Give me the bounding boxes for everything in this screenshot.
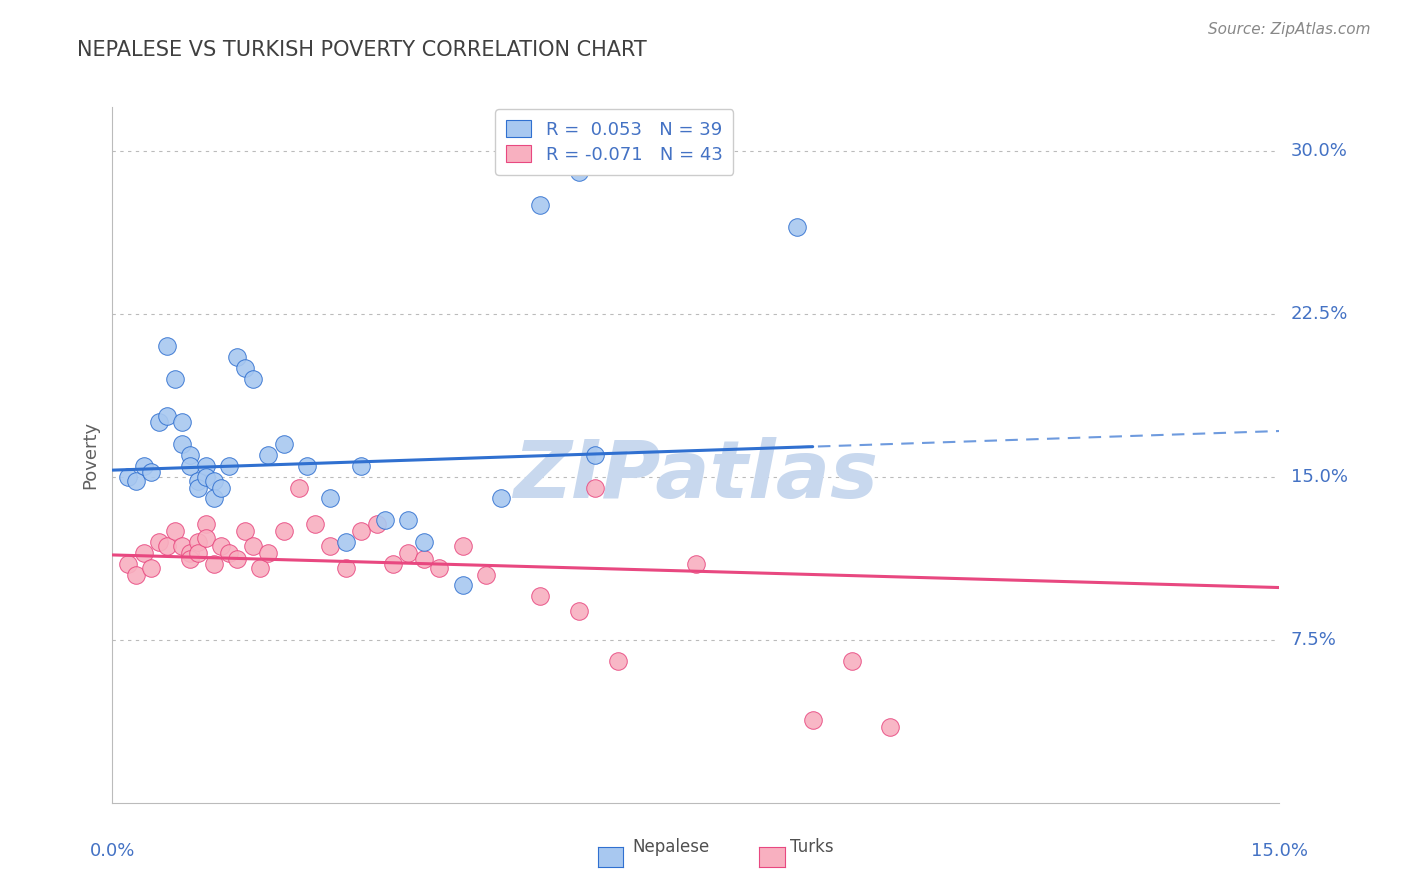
Point bbox=[132, 458, 155, 473]
Text: Source: ZipAtlas.com: Source: ZipAtlas.com bbox=[1208, 22, 1371, 37]
Point bbox=[156, 409, 179, 423]
Point bbox=[233, 360, 256, 375]
Text: 30.0%: 30.0% bbox=[1291, 142, 1347, 160]
Point bbox=[396, 513, 419, 527]
Point bbox=[491, 491, 513, 506]
Point bbox=[529, 589, 551, 603]
Text: NEPALESE VS TURKISH POVERTY CORRELATION CHART: NEPALESE VS TURKISH POVERTY CORRELATION … bbox=[77, 40, 647, 60]
Point bbox=[148, 415, 170, 429]
Point bbox=[117, 557, 139, 571]
Point bbox=[381, 557, 404, 571]
Point bbox=[529, 198, 551, 212]
Point bbox=[226, 552, 249, 566]
Point bbox=[163, 524, 186, 538]
Point bbox=[475, 567, 498, 582]
Text: 15.0%: 15.0% bbox=[1251, 842, 1308, 860]
Point bbox=[249, 561, 271, 575]
Point bbox=[841, 655, 863, 669]
Point bbox=[350, 524, 373, 538]
Text: 15.0%: 15.0% bbox=[1291, 467, 1347, 485]
Point bbox=[273, 437, 295, 451]
Y-axis label: Poverty: Poverty bbox=[82, 421, 100, 489]
Point bbox=[172, 539, 194, 553]
Point bbox=[172, 415, 194, 429]
Point bbox=[163, 372, 186, 386]
Text: 0.0%: 0.0% bbox=[90, 842, 135, 860]
Point bbox=[685, 557, 707, 571]
Point bbox=[685, 144, 707, 158]
Text: Turks: Turks bbox=[790, 838, 834, 856]
Point bbox=[451, 578, 474, 592]
Point bbox=[202, 474, 225, 488]
Point bbox=[257, 448, 280, 462]
Point bbox=[786, 219, 808, 234]
Point bbox=[194, 531, 217, 545]
Text: 7.5%: 7.5% bbox=[1291, 631, 1337, 648]
Point bbox=[187, 474, 209, 488]
Point bbox=[412, 552, 434, 566]
Point bbox=[335, 534, 357, 549]
Point bbox=[179, 448, 201, 462]
Point bbox=[187, 481, 209, 495]
Point bbox=[209, 481, 232, 495]
Point bbox=[568, 165, 591, 179]
Point bbox=[202, 491, 225, 506]
Point bbox=[304, 517, 326, 532]
Point bbox=[132, 546, 155, 560]
Point bbox=[179, 458, 201, 473]
Point bbox=[319, 491, 342, 506]
Point bbox=[801, 713, 824, 727]
Point bbox=[396, 546, 419, 560]
Point bbox=[319, 539, 342, 553]
Point bbox=[156, 339, 179, 353]
Point bbox=[242, 372, 264, 386]
Point bbox=[187, 546, 209, 560]
Point bbox=[288, 481, 311, 495]
Point bbox=[366, 517, 388, 532]
Point bbox=[194, 458, 217, 473]
Point bbox=[233, 524, 256, 538]
Point bbox=[125, 474, 148, 488]
Point bbox=[350, 458, 373, 473]
Point bbox=[607, 655, 630, 669]
Point bbox=[202, 557, 225, 571]
Point bbox=[117, 469, 139, 483]
Point bbox=[242, 539, 264, 553]
Point bbox=[172, 437, 194, 451]
Legend: R =  0.053   N = 39, R = -0.071   N = 43: R = 0.053 N = 39, R = -0.071 N = 43 bbox=[495, 109, 734, 175]
Point bbox=[209, 539, 232, 553]
Text: Nepalese: Nepalese bbox=[633, 838, 710, 856]
Point bbox=[568, 605, 591, 619]
Point bbox=[451, 539, 474, 553]
Point bbox=[374, 513, 396, 527]
Point bbox=[257, 546, 280, 560]
Point bbox=[194, 517, 217, 532]
Point bbox=[295, 458, 318, 473]
Point bbox=[141, 561, 163, 575]
Point bbox=[226, 350, 249, 364]
Point bbox=[125, 567, 148, 582]
Point bbox=[194, 469, 217, 483]
Point bbox=[187, 534, 209, 549]
Point bbox=[218, 458, 240, 473]
Point bbox=[335, 561, 357, 575]
Point bbox=[218, 546, 240, 560]
Point bbox=[583, 448, 606, 462]
Point bbox=[412, 534, 434, 549]
Point bbox=[141, 466, 163, 480]
Point bbox=[273, 524, 295, 538]
Text: ZIPatlas: ZIPatlas bbox=[513, 437, 879, 515]
Point bbox=[179, 546, 201, 560]
Point bbox=[179, 552, 201, 566]
Point bbox=[156, 539, 179, 553]
Point bbox=[583, 481, 606, 495]
Text: 22.5%: 22.5% bbox=[1291, 304, 1348, 323]
Point bbox=[148, 534, 170, 549]
Point bbox=[427, 561, 450, 575]
Point bbox=[879, 720, 901, 734]
